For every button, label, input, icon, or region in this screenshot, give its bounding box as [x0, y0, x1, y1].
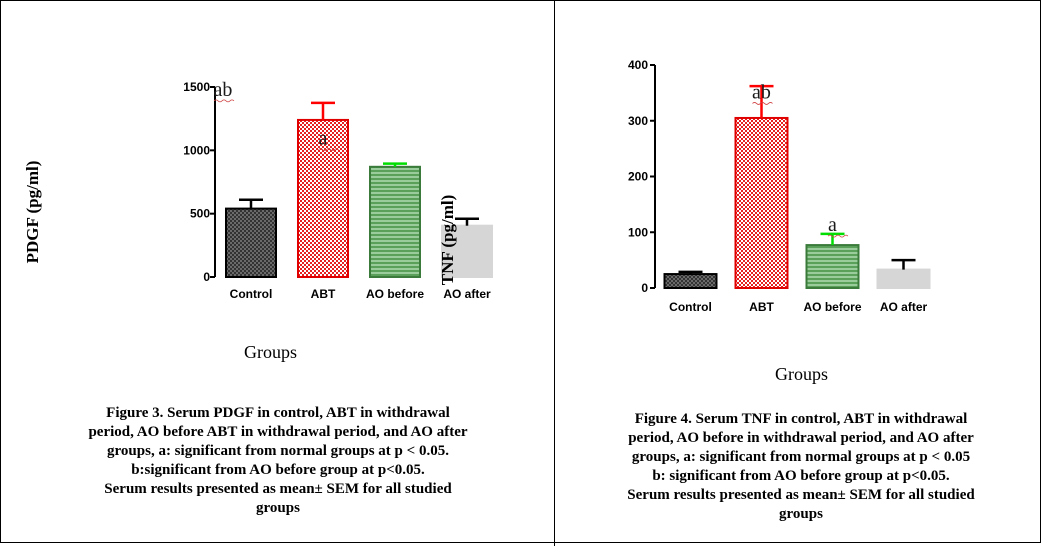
x-axis-title-left: Groups	[244, 342, 297, 362]
spellcheck-underline	[318, 148, 339, 152]
x-category-label: ABT	[749, 300, 774, 314]
y-tick-label: 0	[641, 281, 648, 295]
overlapping-tnf-label: TNF (pg/ml)	[438, 195, 457, 286]
significance-annotation: ab	[752, 81, 771, 103]
y-tick-label: 500	[190, 207, 210, 221]
tnf-bar-chart: 0 100 200 300 400 Control ABT AO before AO after…	[628, 58, 931, 314]
caption-line: Serum results presented as mean± SEM for…	[627, 487, 975, 503]
x-axis-title-right: Groups	[775, 364, 828, 384]
spellcheck-underline	[827, 234, 849, 238]
caption-line: groups, a: significant from normal group…	[107, 443, 449, 459]
caption-line: period, AO before ABT in withdrawal peri…	[88, 424, 468, 440]
bar-ao-after	[441, 224, 493, 278]
x-category-label: Control	[230, 287, 273, 301]
x-category-label: AO before	[366, 287, 424, 301]
x-category-label: ABT	[311, 287, 336, 301]
caption-line: b: significant from AO before group at p…	[652, 468, 950, 484]
y-tick-label: 1500	[183, 80, 210, 94]
x-category-label: AO after	[880, 300, 928, 314]
spellcheck-underline	[213, 99, 235, 103]
y-tick-label: 400	[628, 58, 648, 72]
caption-line: period, AO before in withdrawal period, …	[628, 430, 974, 446]
bar-ao-before	[369, 165, 421, 278]
panel-divider	[554, 0, 555, 546]
x-category-label: AO before	[803, 300, 861, 314]
bar-control	[663, 273, 718, 289]
x-category-label: Control	[669, 300, 712, 314]
caption-line: Figure 4. Serum TNF in control, ABT in w…	[634, 411, 968, 427]
caption-line: b:significant from AO before group at p<…	[131, 462, 425, 478]
bar-control	[225, 207, 277, 279]
y-tick-label: 200	[628, 170, 648, 184]
x-category-label: AO after	[443, 287, 491, 301]
y-tick-label: 300	[628, 114, 648, 128]
spellcheck-underline	[752, 102, 773, 105]
caption-line: Serum results presented as mean± SEM for…	[104, 481, 452, 497]
caption-line: groups, a: significant from normal group…	[631, 449, 971, 465]
significance-annotation: a	[319, 128, 328, 150]
bar-ao-before	[805, 244, 860, 289]
pdgf-bar-chart: 0 500 1000 1500 Control ABT AO before AO after P…	[23, 79, 493, 301]
bar-ao-after	[876, 268, 931, 290]
figure-3-caption: Figure 3. Serum PDGF in control, ABT in …	[22, 404, 534, 518]
caption-line: groups	[779, 506, 823, 522]
significance-annotation: ab	[214, 79, 233, 101]
y-tick-label: 100	[628, 225, 648, 239]
significance-annotation: a	[828, 214, 837, 236]
y-tick-label: 1000	[183, 143, 210, 157]
caption-line: groups	[256, 500, 300, 516]
caption-line: Figure 3. Serum PDGF in control, ABT in …	[106, 405, 450, 421]
y-tick-label: 0	[203, 270, 210, 284]
bar-abt	[734, 116, 789, 290]
figure-4-caption: Figure 4. Serum TNF in control, ABT in w…	[562, 410, 1040, 524]
y-axis-label: PDGF (pg/ml)	[23, 161, 42, 264]
